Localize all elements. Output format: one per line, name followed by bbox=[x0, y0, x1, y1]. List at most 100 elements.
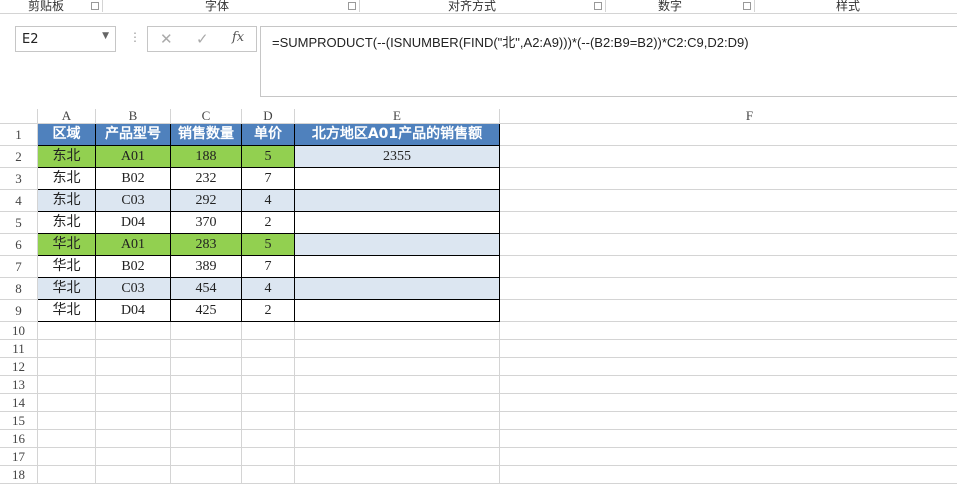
cell-C6[interactable]: 283 bbox=[171, 234, 242, 256]
cell-E3[interactable] bbox=[295, 168, 500, 190]
row-header-15[interactable]: 15 bbox=[0, 412, 38, 430]
cell-C13[interactable] bbox=[171, 376, 242, 394]
cell-D5[interactable]: 2 bbox=[242, 212, 295, 234]
row-header-11[interactable]: 11 bbox=[0, 340, 38, 358]
cell-F16[interactable] bbox=[500, 430, 957, 448]
cell-A13[interactable] bbox=[38, 376, 96, 394]
cell-D16[interactable] bbox=[242, 430, 295, 448]
column-header-F[interactable]: F bbox=[500, 109, 957, 124]
row-header-1[interactable]: 1 bbox=[0, 124, 38, 146]
enter-icon[interactable]: ✓ bbox=[196, 30, 209, 48]
cell-A14[interactable] bbox=[38, 394, 96, 412]
column-header-A[interactable]: A bbox=[38, 109, 96, 124]
cell-D17[interactable] bbox=[242, 448, 295, 466]
cell-B9[interactable]: D04 bbox=[96, 300, 171, 322]
cell-A8[interactable]: 华北 bbox=[38, 278, 96, 300]
cell-C17[interactable] bbox=[171, 448, 242, 466]
cell-B11[interactable] bbox=[96, 340, 171, 358]
cell-F11[interactable] bbox=[500, 340, 957, 358]
cell-F8[interactable] bbox=[500, 278, 957, 300]
row-header-13[interactable]: 13 bbox=[0, 376, 38, 394]
cell-E7[interactable] bbox=[295, 256, 500, 278]
cell-D3[interactable]: 7 bbox=[242, 168, 295, 190]
cell-E12[interactable] bbox=[295, 358, 500, 376]
cell-C16[interactable] bbox=[171, 430, 242, 448]
cell-C8[interactable]: 454 bbox=[171, 278, 242, 300]
cell-D9[interactable]: 2 bbox=[242, 300, 295, 322]
cell-B17[interactable] bbox=[96, 448, 171, 466]
cell-F10[interactable] bbox=[500, 322, 957, 340]
row-header-3[interactable]: 3 bbox=[0, 168, 38, 190]
cell-F4[interactable] bbox=[500, 190, 957, 212]
cell-A12[interactable] bbox=[38, 358, 96, 376]
cell-D10[interactable] bbox=[242, 322, 295, 340]
cell-A7[interactable]: 华北 bbox=[38, 256, 96, 278]
row-header-12[interactable]: 12 bbox=[0, 358, 38, 376]
cell-B16[interactable] bbox=[96, 430, 171, 448]
row-header-14[interactable]: 14 bbox=[0, 394, 38, 412]
cell-F3[interactable] bbox=[500, 168, 957, 190]
cell-A3[interactable]: 东北 bbox=[38, 168, 96, 190]
cell-E14[interactable] bbox=[295, 394, 500, 412]
cell-D7[interactable]: 7 bbox=[242, 256, 295, 278]
cell-E5[interactable] bbox=[295, 212, 500, 234]
cell-C4[interactable]: 292 bbox=[171, 190, 242, 212]
row-header-6[interactable]: 6 bbox=[0, 234, 38, 256]
cell-F2[interactable] bbox=[500, 146, 957, 168]
cell-E2[interactable]: 2355 bbox=[295, 146, 500, 168]
cell-E1[interactable]: 北方地区A01产品的销售额 bbox=[295, 124, 500, 146]
cell-F1[interactable] bbox=[500, 124, 957, 146]
cell-C7[interactable]: 389 bbox=[171, 256, 242, 278]
cell-A11[interactable] bbox=[38, 340, 96, 358]
cell-C15[interactable] bbox=[171, 412, 242, 430]
insert-function-icon[interactable]: fx bbox=[232, 30, 245, 45]
cell-C18[interactable] bbox=[171, 466, 242, 484]
cell-A17[interactable] bbox=[38, 448, 96, 466]
cell-D12[interactable] bbox=[242, 358, 295, 376]
cell-A15[interactable] bbox=[38, 412, 96, 430]
cell-B14[interactable] bbox=[96, 394, 171, 412]
cell-A9[interactable]: 华北 bbox=[38, 300, 96, 322]
cell-F18[interactable] bbox=[500, 466, 957, 484]
cell-B7[interactable]: B02 bbox=[96, 256, 171, 278]
cell-C5[interactable]: 370 bbox=[171, 212, 242, 234]
cell-E16[interactable] bbox=[295, 430, 500, 448]
number-launcher-icon[interactable] bbox=[743, 2, 751, 10]
cell-D6[interactable]: 5 bbox=[242, 234, 295, 256]
row-header-2[interactable]: 2 bbox=[0, 146, 38, 168]
cell-D2[interactable]: 5 bbox=[242, 146, 295, 168]
cell-C12[interactable] bbox=[171, 358, 242, 376]
cell-B12[interactable] bbox=[96, 358, 171, 376]
cell-B13[interactable] bbox=[96, 376, 171, 394]
cell-F13[interactable] bbox=[500, 376, 957, 394]
column-header-E[interactable]: E bbox=[295, 109, 500, 124]
cell-A4[interactable]: 东北 bbox=[38, 190, 96, 212]
cell-A1[interactable]: 区域 bbox=[38, 124, 96, 146]
column-header-B[interactable]: B bbox=[96, 109, 171, 124]
cell-A10[interactable] bbox=[38, 322, 96, 340]
cell-E13[interactable] bbox=[295, 376, 500, 394]
row-header-10[interactable]: 10 bbox=[0, 322, 38, 340]
name-box[interactable]: E2 ▼ bbox=[15, 26, 116, 52]
row-header-7[interactable]: 7 bbox=[0, 256, 38, 278]
formula-input[interactable]: =SUMPRODUCT(--(ISNUMBER(FIND("北",A2:A9))… bbox=[260, 26, 957, 97]
cell-D1[interactable]: 单价 bbox=[242, 124, 295, 146]
cell-C3[interactable]: 232 bbox=[171, 168, 242, 190]
cell-F6[interactable] bbox=[500, 234, 957, 256]
cell-D14[interactable] bbox=[242, 394, 295, 412]
cell-F15[interactable] bbox=[500, 412, 957, 430]
cell-E15[interactable] bbox=[295, 412, 500, 430]
cell-B2[interactable]: A01 bbox=[96, 146, 171, 168]
cell-A2[interactable]: 东北 bbox=[38, 146, 96, 168]
cell-F9[interactable] bbox=[500, 300, 957, 322]
cell-E11[interactable] bbox=[295, 340, 500, 358]
cell-D11[interactable] bbox=[242, 340, 295, 358]
drag-handle-icon[interactable]: ⋮ bbox=[129, 30, 141, 44]
cell-E4[interactable] bbox=[295, 190, 500, 212]
cell-B8[interactable]: C03 bbox=[96, 278, 171, 300]
cell-C10[interactable] bbox=[171, 322, 242, 340]
cell-B1[interactable]: 产品型号 bbox=[96, 124, 171, 146]
cell-C11[interactable] bbox=[171, 340, 242, 358]
cell-E6[interactable] bbox=[295, 234, 500, 256]
cell-F7[interactable] bbox=[500, 256, 957, 278]
